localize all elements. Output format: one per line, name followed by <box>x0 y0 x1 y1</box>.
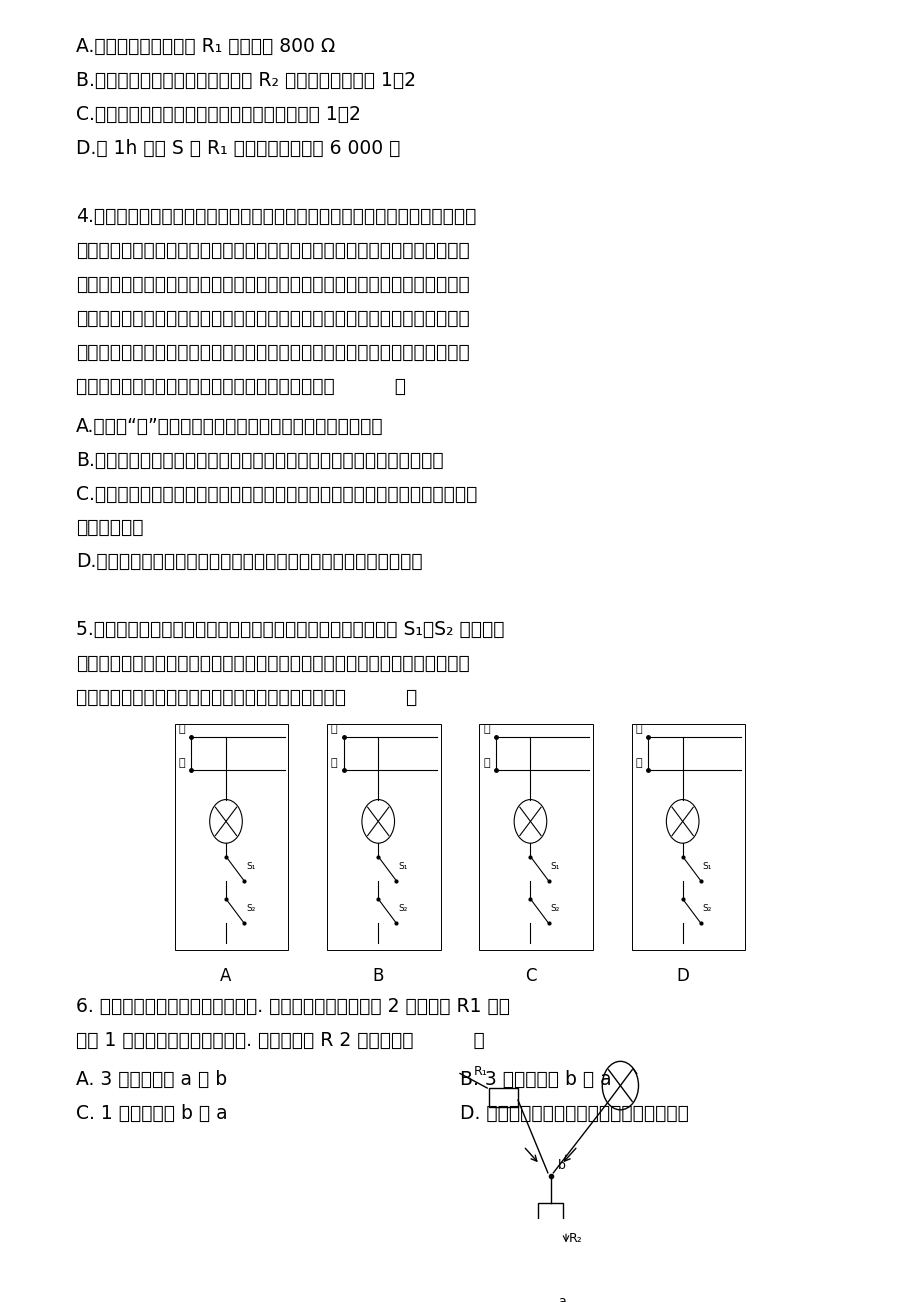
Text: S₂: S₂ <box>245 904 255 913</box>
Text: C.有光照射和无光照射时光敏电阱的阻值之比为 1：2: C.有光照射和无光照射时光敏电阱的阻值之比为 1：2 <box>75 105 360 124</box>
Text: A. 3 安，方向由 a 到 b: A. 3 安，方向由 a 到 b <box>75 1070 227 1088</box>
Text: 原来的发光或息灯状态。在实际应用中最好的方案是（          ）: 原来的发光或息灯状态。在实际应用中最好的方案是（ ） <box>75 687 416 707</box>
Text: 火: 火 <box>482 724 489 734</box>
Text: S₁: S₁ <box>550 862 559 871</box>
Text: 火: 火 <box>178 724 185 734</box>
Bar <box>175 724 288 950</box>
Text: 火: 火 <box>331 724 337 734</box>
Bar <box>489 1088 517 1108</box>
Text: S₁: S₁ <box>398 862 407 871</box>
Text: 向自动门时，门自动打开；当把一面底部装有滚珠的无色透明大玻璃板，直立着: 向自动门时，门自动打开；当把一面底部装有滚珠的无色透明大玻璃板，直立着 <box>75 309 469 328</box>
Text: D.靠近门的物体通过空气能产生一种压力传给自动门，实现自动开闭: D.靠近门的物体通过空气能产生一种压力传给自动门，实现自动开闭 <box>75 552 422 572</box>
Text: S₁: S₁ <box>245 862 255 871</box>
Text: 他反复做了几次试验：当他轻轻地靠近自动门时，门自动打开；当把一个足球滚: 他反复做了几次试验：当他轻轻地靠近自动门时，门自动打开；当把一个足球滚 <box>75 275 469 294</box>
Text: B. 3 安，方向由 b 到 a: B. 3 安，方向由 b 到 a <box>460 1070 611 1088</box>
Text: D. 只有画出整个电路，才能作出正确的判断: D. 只有画出整个电路，才能作出正确的判断 <box>460 1104 688 1122</box>
Text: C.自动门本身能发射出一种红外线信号，当此种信号被靠近的物体反射时，就会: C.自动门本身能发射出一种红外线信号，当此种信号被靠近的物体反射时，就会 <box>75 484 477 504</box>
Text: 实现自动开闭: 实现自动开闭 <box>75 518 143 538</box>
Text: A.自动门“听”到来者的声音时，通过声控装置实现自动开闭: A.自动门“听”到来者的声音时，通过声控装置实现自动开闭 <box>75 417 383 436</box>
Text: 零: 零 <box>331 758 337 768</box>
Text: S₂: S₂ <box>702 904 711 913</box>
Text: R₁: R₁ <box>473 1065 487 1078</box>
Text: B: B <box>372 967 383 984</box>
Text: R₂: R₂ <box>568 1232 582 1245</box>
Text: 勇同学对此产生了浓厚的兴趣，他很想知道自动门是如何实现自动控制的。为此: 勇同学对此产生了浓厚的兴趣，他很想知道自动门是如何实现自动控制的。为此 <box>75 241 469 260</box>
Text: 零: 零 <box>482 758 489 768</box>
Text: C. 1 安，方向由 b 到 a: C. 1 安，方向由 b 到 a <box>75 1104 227 1122</box>
Text: S₂: S₂ <box>398 904 407 913</box>
Text: b: b <box>557 1159 565 1172</box>
Text: 零: 零 <box>635 758 641 768</box>
Text: 上和楼下的开关（都是单刀双援开关）。要求拨动其中任一开关，都能改变电灯: 上和楼下的开关（都是单刀双援开关）。要求拨动其中任一开关，都能改变电灯 <box>75 654 469 673</box>
Text: C: C <box>524 967 536 984</box>
Text: D: D <box>675 967 688 984</box>
Text: 6. 如图中仅画出了某电路的一部分. 已知流过灯泡的电流是 2 安，流过 R1 的电: 6. 如图中仅画出了某电路的一部分. 已知流过灯泡的电流是 2 安，流过 R1 … <box>75 997 509 1016</box>
Text: A: A <box>220 967 232 984</box>
Text: 火: 火 <box>635 724 641 734</box>
Text: 提出了以下几种猜想，你认为其中最合理的猜想是（          ）: 提出了以下几种猜想，你认为其中最合理的猜想是（ ） <box>75 376 405 396</box>
Bar <box>479 724 592 950</box>
Text: A.有光照射时光敏电阱 R₁ 的阻值为 800 Ω: A.有光照射时光敏电阱 R₁ 的阻值为 800 Ω <box>75 38 335 56</box>
Text: a: a <box>557 1295 565 1302</box>
Bar <box>631 724 744 950</box>
Text: D.每 1h 通过 S 与 R₁ 之间的产品个数为 6 000 个: D.每 1h 通过 S 与 R₁ 之间的产品个数为 6 000 个 <box>75 139 400 158</box>
Text: 4.王勇同学在宾馆饭店看到一种自动门，当有人靠近时，门会实现自动开闭。王: 4.王勇同学在宾馆饭店看到一种自动门，当有人靠近时，门会实现自动开闭。王 <box>75 207 476 227</box>
Text: S₁: S₁ <box>702 862 711 871</box>
Text: 滑向自动门时，门不打开。王勇同学根据探究试验的结果，对自动门的自控原理: 滑向自动门时，门不打开。王勇同学根据探究试验的结果，对自动门的自控原理 <box>75 342 469 362</box>
Text: B.有光照射和无光照射时保护电阱 R₂ 两端的电压之比为 1：2: B.有光照射和无光照射时保护电阱 R₂ 两端的电压之比为 1：2 <box>75 72 415 90</box>
Text: 5.如下图给出了小明设计的楼梯照明电灯的四种控制电路，其中 S₁、S₂ 分别为楼: 5.如下图给出了小明设计的楼梯照明电灯的四种控制电路，其中 S₁、S₂ 分别为楼 <box>75 620 504 639</box>
Text: 流是 1 安，方向如图中箭头所示. 流过变阱器 R 2 的电流是（          ）: 流是 1 安，方向如图中箭头所示. 流过变阱器 R 2 的电流是（ ） <box>75 1031 484 1049</box>
Text: S₂: S₂ <box>550 904 559 913</box>
Text: 零: 零 <box>178 758 185 768</box>
Bar <box>327 724 440 950</box>
Text: B.自动门探测到靠近的物体发射出的红外线，通过光控装置实现自动开闭: B.自动门探测到靠近的物体发射出的红外线，通过光控装置实现自动开闭 <box>75 450 443 470</box>
Bar <box>538 1203 562 1273</box>
